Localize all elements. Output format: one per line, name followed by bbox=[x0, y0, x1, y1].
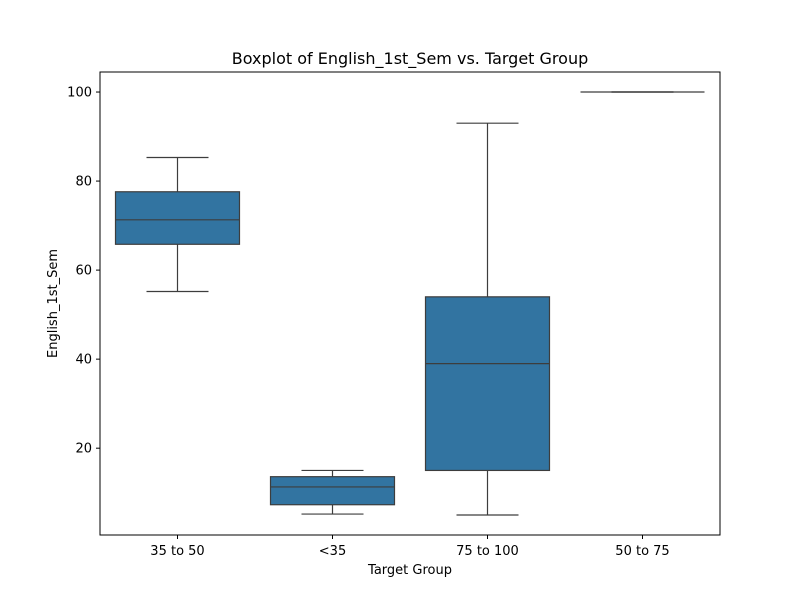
axes-frame bbox=[99, 71, 721, 536]
plot-area bbox=[114, 91, 705, 516]
x-axis-title: Target Group bbox=[367, 563, 452, 578]
box-1 bbox=[269, 469, 396, 515]
box-iqr-0 bbox=[114, 191, 241, 245]
chart-title: Boxplot of English_1st_Sem vs. Target Gr… bbox=[232, 49, 589, 69]
y-tick-label-20: 20 bbox=[75, 442, 92, 457]
y-axis-title: English_1st_Sem bbox=[46, 249, 61, 358]
y-tick-label-100: 100 bbox=[67, 86, 92, 101]
y-axis: 20 40 60 80 100 bbox=[67, 86, 100, 457]
x-tick-label-2: 75 to 100 bbox=[456, 544, 519, 559]
box-iqr-1 bbox=[269, 476, 396, 506]
y-tick-label-80: 80 bbox=[75, 175, 92, 190]
box-2 bbox=[424, 122, 551, 516]
y-tick-label-40: 40 bbox=[75, 353, 92, 368]
x-tick-label-1: <35 bbox=[319, 544, 346, 559]
x-tick-label-3: 50 to 75 bbox=[615, 544, 669, 559]
y-tick-label-60: 60 bbox=[75, 264, 92, 279]
x-axis: 35 to 50 <35 75 to 100 50 to 75 bbox=[150, 535, 670, 559]
box-iqr-2 bbox=[424, 296, 551, 472]
x-tick-label-0: 35 to 50 bbox=[150, 544, 204, 559]
box-0 bbox=[114, 156, 241, 293]
